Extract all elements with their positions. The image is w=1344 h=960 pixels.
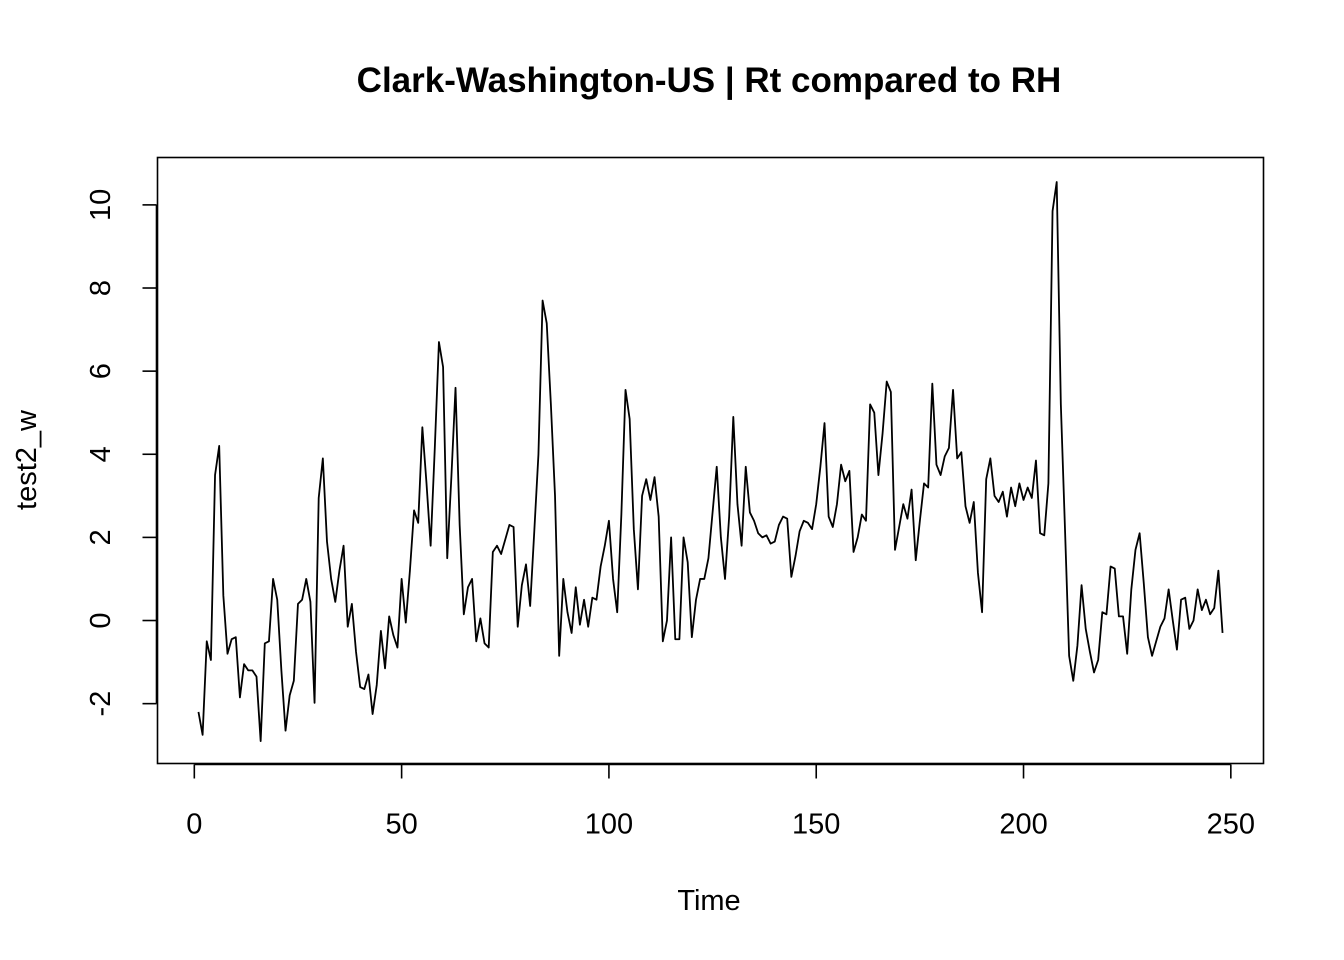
chart-title: Clark-Washington-US | Rt compared to RH bbox=[357, 61, 1062, 100]
plot-frame bbox=[156, 156, 1265, 765]
y-tick-label: -2 bbox=[85, 691, 117, 717]
x-axis: 0 50 100 150 200 250 bbox=[186, 763, 1255, 841]
series-line bbox=[197, 181, 1224, 742]
y-tick-label: 4 bbox=[85, 446, 117, 462]
x-tick-label: 100 bbox=[585, 809, 633, 841]
x-tick-label: 0 bbox=[186, 809, 202, 841]
x-axis-label: Time bbox=[677, 885, 740, 917]
y-tick-label: 2 bbox=[85, 529, 117, 545]
x-tick-label: 150 bbox=[792, 809, 840, 841]
y-tick-label: 8 bbox=[85, 280, 117, 296]
x-tick-label: 50 bbox=[385, 809, 417, 841]
y-axis-label: test2_w bbox=[11, 409, 43, 510]
y-tick-label: 10 bbox=[85, 189, 117, 221]
x-tick-label: 250 bbox=[1207, 809, 1255, 841]
x-tick-label: 200 bbox=[999, 809, 1047, 841]
y-tick-label: 6 bbox=[85, 363, 117, 379]
y-axis: -2 0 2 4 6 8 10 bbox=[85, 189, 158, 717]
y-tick-label: 0 bbox=[85, 612, 117, 628]
